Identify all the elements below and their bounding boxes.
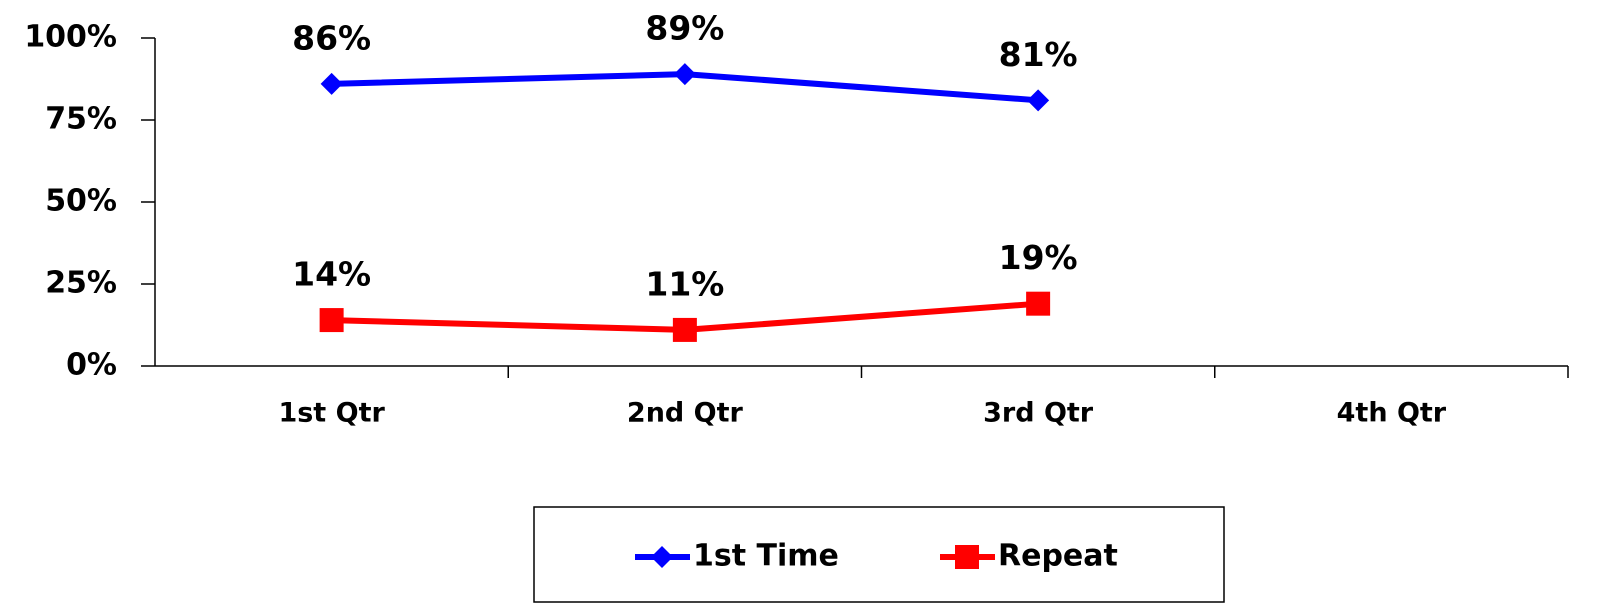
x-tick-label: 3rd Qtr <box>983 398 1094 429</box>
data-label: 81% <box>999 35 1078 74</box>
y-tick-label: 25% <box>45 266 117 301</box>
y-tick-label: 50% <box>45 184 117 219</box>
data-label: 11% <box>645 264 724 303</box>
x-tick-label: 2nd Qtr <box>627 398 744 429</box>
y-tick-label: 0% <box>66 348 117 383</box>
legend-label: 1st Time <box>693 539 839 574</box>
data-point <box>1027 89 1050 112</box>
data-point <box>1026 291 1051 316</box>
data-point <box>672 317 697 342</box>
data-label: 14% <box>292 255 371 294</box>
data-point <box>319 308 344 333</box>
data-label: 89% <box>645 9 724 48</box>
x-tick-label: 4th Qtr <box>1337 398 1447 429</box>
data-point <box>673 63 696 86</box>
legend-marker <box>651 546 673 568</box>
x-tick-label: 1st Qtr <box>278 398 385 429</box>
data-label: 19% <box>999 238 1078 277</box>
y-tick-label: 100% <box>24 20 117 55</box>
y-tick-label: 75% <box>45 102 117 137</box>
data-label: 86% <box>292 18 371 57</box>
legend-label: Repeat <box>998 539 1118 574</box>
data-point <box>320 72 343 95</box>
legend-marker <box>955 545 979 569</box>
